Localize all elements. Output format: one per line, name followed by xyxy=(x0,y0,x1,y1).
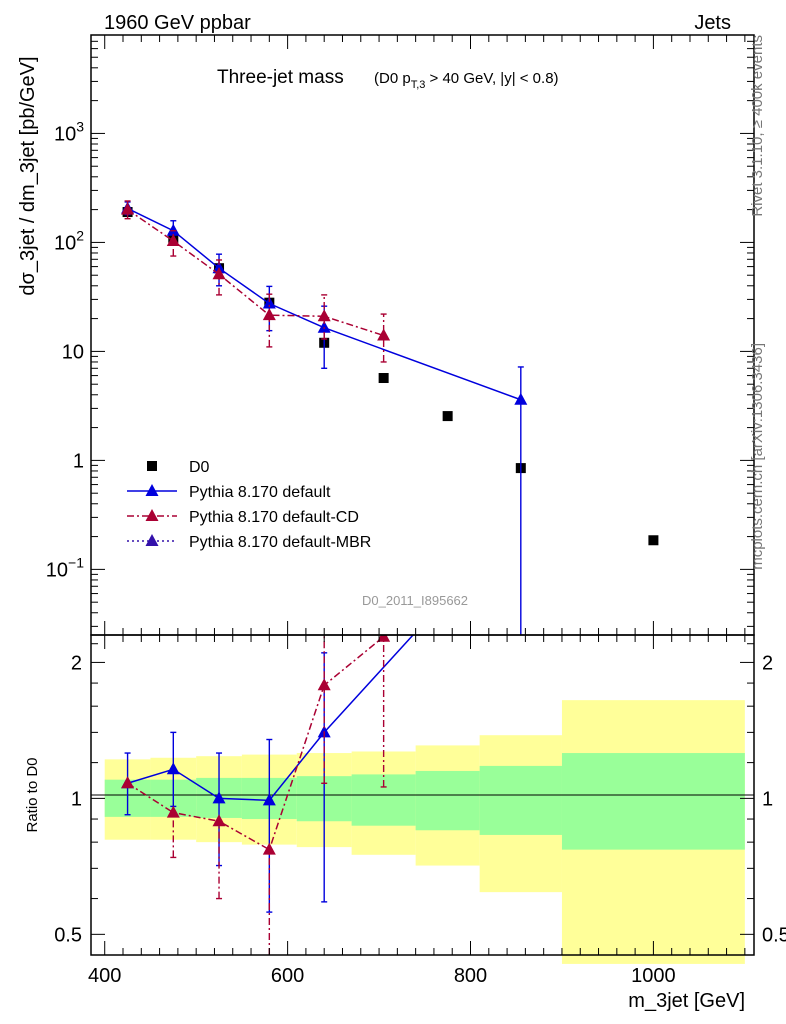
rivet-version-label: Rivet 3.1.10, ≥ 400k events xyxy=(749,35,766,217)
y-tick-label: 1 xyxy=(73,450,84,472)
main-series-2-point xyxy=(121,202,135,215)
main-series-0-point xyxy=(648,535,659,546)
ratio-y-axis-label: Ratio to D0 xyxy=(24,757,41,832)
main-series-1-line xyxy=(127,207,522,401)
main-series-0-point xyxy=(378,373,389,384)
main-series-2-line xyxy=(127,208,384,337)
ratio-y-tick-label: 0.5 xyxy=(54,924,82,946)
legend-marker xyxy=(145,509,159,521)
y-tick-label: 102 xyxy=(54,227,84,254)
x-tick-label: 400 xyxy=(88,965,121,987)
y-tick-base: 10 xyxy=(54,123,76,145)
ratio-plot-frame xyxy=(90,634,755,956)
main-series-1-point xyxy=(212,261,226,274)
cut-sub: T,3 xyxy=(411,79,426,91)
legend-marker xyxy=(145,534,159,546)
ratio-y-tick-label-right: 1 xyxy=(762,788,773,810)
ratio-uncertainty-bands xyxy=(104,700,745,964)
ratio-series xyxy=(121,635,415,955)
ratio-series-1-point xyxy=(212,814,226,827)
ratio-series-1-point xyxy=(166,805,180,818)
band-inner xyxy=(561,753,745,850)
y-tick-exponent: 3 xyxy=(76,118,84,134)
band-inner xyxy=(415,770,480,831)
legend-marker xyxy=(145,484,159,496)
analysis-watermark: D0_2011_I895662 xyxy=(362,593,468,608)
legend-label: D0 xyxy=(189,459,210,476)
main-series-1-point xyxy=(166,223,180,236)
header-left: 1960 GeV ppbar xyxy=(104,12,251,34)
x-tick-label: 1000 xyxy=(631,965,676,987)
header-right: Jets xyxy=(694,12,731,34)
ratio-y-tick-label: 1 xyxy=(71,788,82,810)
main-y-axis-label: dσ_3jet / dm_3jet [pb/GeV] xyxy=(17,56,39,295)
ratio-series-0-point xyxy=(262,793,276,806)
x-axis-label: m_3jet [GeV] xyxy=(628,990,745,1012)
y-tick-base: 1 xyxy=(73,450,84,472)
ratio-y-tick-label-right: 2 xyxy=(762,652,773,674)
legend-label: Pythia 8.170 default-CD xyxy=(189,509,359,526)
y-tick-label: 10−1 xyxy=(46,554,84,581)
y-tick-base: 10 xyxy=(46,559,68,581)
ratio-series-1-line xyxy=(127,636,385,851)
plot-title: Three-jet mass xyxy=(217,67,344,88)
ratio-series-1-point xyxy=(377,635,391,642)
ratio-series-0-point xyxy=(166,762,180,775)
band-inner xyxy=(479,765,562,835)
main-series-2-point xyxy=(377,328,391,341)
legend: D0 Pythia 8.170 default Pythia 8.170 defau… xyxy=(127,459,371,551)
y-tick-exponent: 2 xyxy=(76,227,84,243)
x-tick-label: 800 xyxy=(454,965,487,987)
mcplots-label: mcplots.cern.ch [arXiv:1306.3436] xyxy=(749,343,766,570)
main-series-2-point xyxy=(212,267,226,280)
plot-title-cuts: (D0 pT,3 > 40 GeV, |y| < 0.8) xyxy=(374,70,559,91)
ratio-series-0-point xyxy=(212,791,226,804)
main-series-1-point xyxy=(262,296,276,309)
y-tick-base: 10 xyxy=(62,341,84,363)
cut-prefix: (D0 p xyxy=(374,70,411,87)
cut-suffix: > 40 GeV, |y| < 0.8) xyxy=(425,70,558,87)
legend-label: Pythia 8.170 default xyxy=(189,484,331,501)
main-series-2-point xyxy=(262,308,276,321)
legend-label: Pythia 8.170 default-MBR xyxy=(189,534,371,551)
main-series-1-point xyxy=(317,320,331,333)
ratio-y-tick-label: 2 xyxy=(71,652,82,674)
ratio-y-tick-label-right: 0.5 xyxy=(762,924,786,946)
ratio-series-1-point xyxy=(262,842,276,855)
main-series-2-point xyxy=(317,309,331,322)
y-tick-label: 103 xyxy=(54,118,84,145)
main-series-2-point xyxy=(166,234,180,247)
y-tick-base: 10 xyxy=(54,232,76,254)
main-series xyxy=(121,200,659,635)
y-tick-exponent: −1 xyxy=(68,554,84,570)
main-series-0-point xyxy=(442,411,453,422)
x-tick-label: 600 xyxy=(271,965,304,987)
main-series-1-point xyxy=(514,392,528,405)
y-tick-label: 10 xyxy=(62,341,84,363)
ratio-series-1-point xyxy=(317,678,331,691)
legend-marker xyxy=(147,461,157,471)
ratio-series-0-line xyxy=(127,635,415,802)
ratio-series-1-point xyxy=(121,776,135,789)
